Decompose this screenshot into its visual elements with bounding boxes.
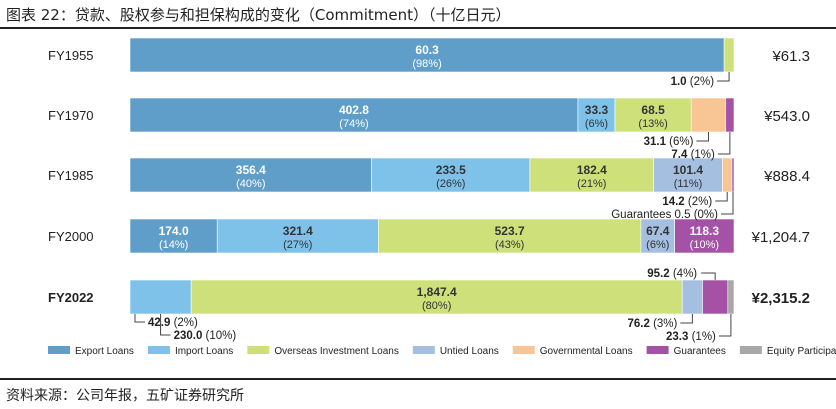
bar-segment — [371, 157, 531, 193]
callout-leader-line — [701, 272, 716, 280]
callout-label: 14.2 (2%) — [662, 196, 712, 208]
callout-leader-line — [717, 132, 731, 155]
legend-label: Overseas Investment Loans — [274, 346, 399, 357]
legend-swatch — [512, 346, 535, 354]
segment-value-label: 402.8 — [339, 103, 369, 117]
callout-label: 31.1 (6%) — [644, 136, 694, 148]
callout-label: 230.0 (10%) — [174, 330, 237, 342]
segment-value-label: 67.4 — [646, 224, 670, 238]
bar-segment — [129, 37, 725, 73]
category-label: FY1970 — [48, 108, 94, 123]
legend-label: Import Loans — [175, 346, 233, 357]
segment-value-label: 356.4 — [236, 163, 266, 177]
category-label: FY1955 — [48, 48, 94, 63]
segment-value-label: 101.4 — [673, 163, 703, 177]
segment-value-label: 33.3 — [585, 103, 609, 117]
category-label: FY1985 — [48, 168, 94, 183]
bar-segment — [725, 97, 735, 133]
bar-segment — [723, 37, 735, 73]
segment-share-label: (14%) — [159, 239, 188, 251]
total-label: ¥543.0 — [763, 108, 810, 125]
segment-value-label: 60.3 — [415, 43, 439, 57]
callout-leader-line — [718, 314, 732, 337]
stacked-bar-chart: FY1955 ¥61.3 FY1970 ¥543.0 FY1985 ¥888.4 FY200… — [48, 37, 836, 357]
callout-leader-line — [696, 132, 709, 142]
callout-leader-line — [680, 314, 693, 324]
callout-label: 7.4 (1%) — [671, 149, 715, 161]
callout-label: 76.2 (3%) — [627, 318, 677, 330]
segment-share-label: (27%) — [283, 239, 312, 251]
legend-swatch — [48, 346, 70, 354]
bar-segment — [378, 218, 642, 254]
bar-segment — [129, 279, 192, 315]
bar-segment — [727, 279, 735, 315]
legend-label: Governmental Loans — [540, 346, 633, 357]
segment-value-label: 118.3 — [690, 224, 720, 238]
legend-swatch — [247, 346, 270, 354]
bar-segment — [529, 157, 654, 193]
bar-segment — [577, 97, 616, 133]
legend-swatch — [646, 346, 669, 354]
bar-segment — [640, 218, 675, 254]
segment-share-label: (40%) — [236, 178, 265, 190]
bar-segment — [216, 218, 379, 254]
segment-share-label: (43%) — [495, 239, 524, 251]
source-note: 资料来源：公司年报，五矿证券研究所 — [6, 388, 244, 404]
segment-share-label: (6%) — [585, 118, 608, 130]
segment-value-label: 1,847.4 — [417, 285, 457, 299]
top-rule — [0, 27, 836, 29]
chart-title: 图表 22：贷款、股权参与和担保构成的变化（Commitment）（十亿日元） — [6, 6, 511, 24]
callout-label: 23.3 (1%) — [666, 331, 716, 343]
legend-swatch — [739, 346, 762, 354]
bar-segment — [722, 157, 733, 193]
legend-label: Equity Participations — [767, 346, 836, 357]
segment-value-label: 321.4 — [283, 224, 313, 238]
legend-label: Export Loans — [75, 346, 134, 357]
callout-leader-line — [721, 192, 734, 215]
bar-segment — [690, 97, 727, 133]
callout-leader-line — [160, 314, 171, 336]
segment-share-label: (26%) — [436, 178, 465, 190]
segment-value-label: 233.5 — [436, 163, 466, 177]
segment-share-label: (98%) — [412, 58, 441, 70]
bar-segment — [129, 218, 218, 254]
callout-leader-line — [715, 192, 728, 202]
total-label: ¥888.4 — [763, 168, 810, 185]
legend-label: Guarantees — [674, 346, 726, 357]
legend-swatch — [147, 346, 170, 354]
legend-label: Untied Loans — [440, 346, 499, 357]
segment-value-label: 174.0 — [159, 224, 189, 238]
segment-share-label: (74%) — [339, 118, 368, 130]
segment-share-label: (10%) — [690, 239, 719, 251]
category-label: FY2000 — [48, 229, 94, 244]
bar-segment — [702, 279, 729, 315]
bar-segment — [614, 97, 692, 133]
callout-label: Guarantees 0.5 (0%) — [611, 209, 718, 221]
callout-label: 95.2 (4%) — [647, 268, 697, 280]
bar-segment — [681, 279, 703, 315]
segment-value-label: 523.7 — [495, 224, 525, 238]
category-label: FY2022 — [48, 290, 94, 305]
total-label: ¥2,315.2 — [752, 290, 810, 307]
segment-share-label: (11%) — [674, 178, 703, 190]
callout-label: 1.0 (2%) — [671, 76, 715, 88]
callout-leader-line — [134, 314, 145, 323]
segment-share-label: (13%) — [638, 118, 667, 130]
total-label: ¥61.3 — [771, 48, 810, 65]
segment-value-label: 182.4 — [577, 163, 607, 177]
legend-swatch — [412, 346, 435, 354]
callout-leader-line — [717, 72, 730, 82]
bottom-rule — [0, 378, 836, 380]
segment-value-label: 68.5 — [641, 103, 665, 117]
bar-segment — [190, 279, 683, 315]
bar-segment — [674, 218, 735, 254]
segment-share-label: (21%) — [577, 178, 606, 190]
segment-share-label: (6%) — [646, 239, 669, 251]
bar-segment — [129, 97, 579, 133]
total-label: ¥1,204.7 — [751, 229, 810, 246]
segment-share-label: (80%) — [422, 300, 451, 312]
bar-segment — [731, 157, 735, 193]
bar-segment — [653, 157, 723, 193]
callout-label: 42.9 (2%) — [148, 317, 198, 329]
